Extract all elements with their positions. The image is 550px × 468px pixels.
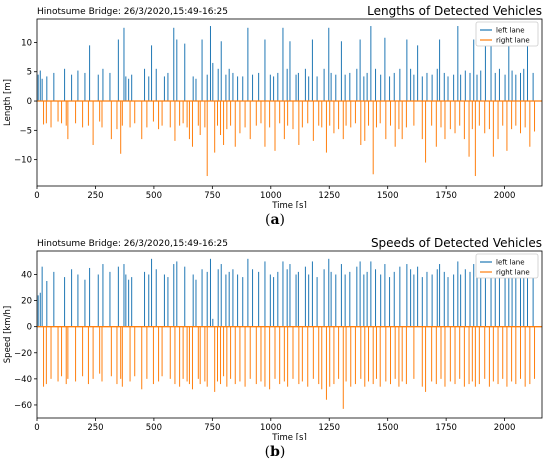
x-tick-label: 0 xyxy=(34,423,39,433)
x-tick-label: 1750 xyxy=(435,191,457,201)
chart-lengths: Hinotsume Bridge: 26/3/2020,15:49-16:25 L… xyxy=(3,4,543,208)
panel-label-b: (b) xyxy=(264,444,286,460)
x-tick-label: 1000 xyxy=(260,191,282,201)
legend: left lane right lane xyxy=(475,253,539,279)
x-tick-label: 250 xyxy=(87,423,103,433)
x-tick-label: 0 xyxy=(34,191,39,201)
x-tick-label: 500 xyxy=(146,191,162,201)
x-tick-label: 750 xyxy=(204,191,220,201)
legend-entry: right lane xyxy=(496,269,530,277)
y-tick-label: −60 xyxy=(14,401,32,411)
chart-speeds: Hinotsume Bridge: 26/3/2020,15:49-16:25 S… xyxy=(3,236,543,440)
x-tick-label: 1000 xyxy=(260,423,282,433)
legend-entry: right lane xyxy=(496,37,530,45)
series-left-lane xyxy=(37,26,534,102)
chart-title: Speeds of Detected Vehicles xyxy=(371,236,542,250)
y-tick-label: 10 xyxy=(21,38,32,48)
y-axis-label: Length [m] xyxy=(3,79,13,126)
plot-frame xyxy=(36,18,543,187)
x-axis-label: Time [s] xyxy=(271,201,307,208)
plot-frame xyxy=(36,250,543,419)
y-tick-label: −5 xyxy=(19,126,32,136)
x-tick-label: 250 xyxy=(87,191,103,201)
y-tick-label: 5 xyxy=(27,68,32,78)
series-left-lane xyxy=(37,258,534,327)
legend-entry: left lane xyxy=(496,27,525,35)
y-tick-label: 0 xyxy=(27,97,32,107)
chart-title: Lengths of Detected Vehicles xyxy=(367,4,542,18)
legend-entry: left lane xyxy=(496,259,525,267)
y-tick-label: 0 xyxy=(27,323,32,333)
legend: left lane right lane xyxy=(475,21,539,47)
x-tick-label: 1500 xyxy=(377,191,399,201)
series-right-lane xyxy=(43,326,536,409)
chart-subtitle: Hinotsume Bridge: 26/3/2020,15:49-16:25 xyxy=(37,7,228,17)
x-tick-label: 1750 xyxy=(435,423,457,433)
x-tick-label: 1250 xyxy=(318,423,340,433)
x-tick-label: 2000 xyxy=(494,423,516,433)
x-tick-label: 1500 xyxy=(377,423,399,433)
x-tick-label: 500 xyxy=(146,423,162,433)
chart-subtitle: Hinotsume Bridge: 26/3/2020,15:49-16:25 xyxy=(37,239,228,249)
x-tick-label: 1250 xyxy=(318,191,340,201)
y-tick-label: −40 xyxy=(14,375,32,385)
panel-label-a: (a) xyxy=(264,212,285,228)
y-tick-label: 20 xyxy=(21,297,32,307)
x-tick-label: 750 xyxy=(204,423,220,433)
series-right-lane xyxy=(43,101,536,177)
y-axis-label: Speed [km/h] xyxy=(3,306,13,363)
y-tick-label: −10 xyxy=(14,156,32,166)
y-tick-label: 40 xyxy=(21,270,32,280)
y-tick-label: −20 xyxy=(14,349,32,359)
x-axis-label: Time [s] xyxy=(271,433,307,440)
x-tick-label: 2000 xyxy=(494,191,516,201)
